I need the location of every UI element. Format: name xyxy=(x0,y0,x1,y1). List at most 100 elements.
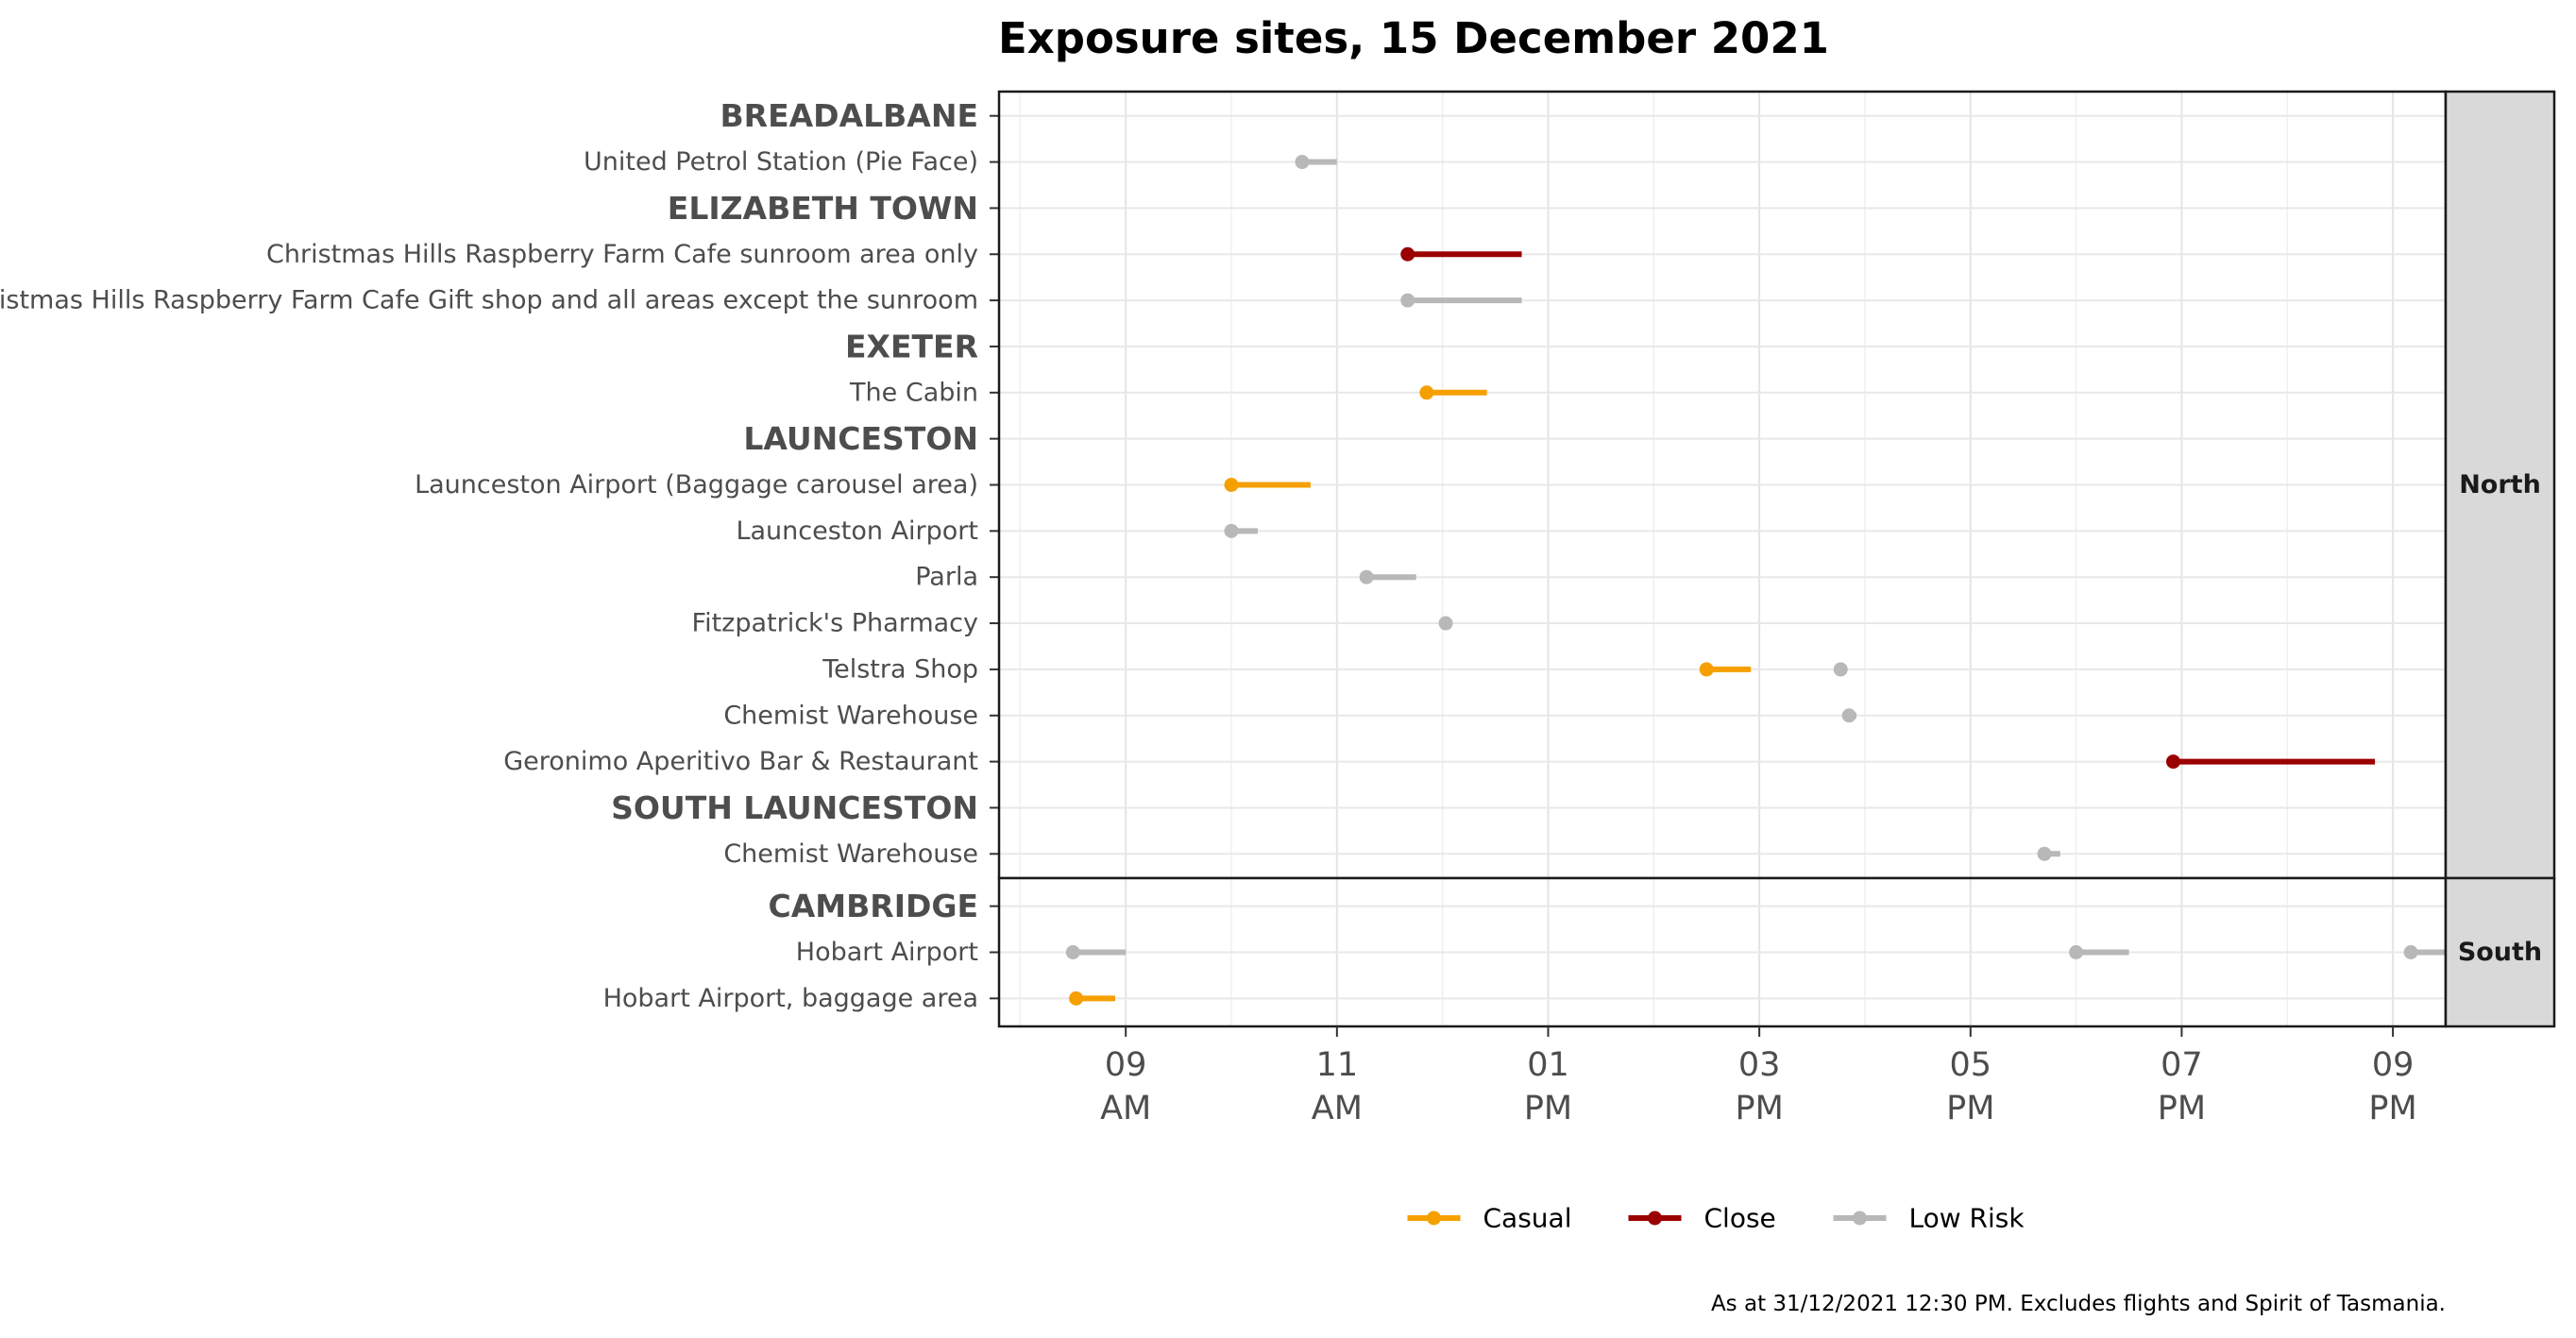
x-tick-label: 09 xyxy=(1105,1046,1147,1084)
exposure-start-point xyxy=(1065,945,1080,959)
exposure-start-point xyxy=(1295,155,1310,170)
site-label: The Cabin xyxy=(849,378,978,407)
exposure-segment xyxy=(2403,945,2446,959)
group-label: CAMBRIDGE xyxy=(769,888,978,924)
facet-strip-label: North xyxy=(2459,470,2541,500)
exposure-start-point xyxy=(1224,478,1239,492)
facet-strip-label: South xyxy=(2458,938,2542,967)
legend-key-point xyxy=(1648,1211,1662,1226)
exposure-start-point xyxy=(2165,754,2180,770)
site-label: Parla xyxy=(915,563,978,592)
site-label: Hobart Airport, baggage area xyxy=(603,984,978,1013)
facet-strip xyxy=(2444,876,2556,1028)
x-tick-label-period: PM xyxy=(2368,1090,2416,1127)
exposure-start-point xyxy=(1400,293,1415,308)
site-row: Chemist Warehouse xyxy=(723,701,1857,730)
site-label: Christmas Hills Raspberry Farm Cafe Gift… xyxy=(0,286,978,315)
legend-item-casual: Casual xyxy=(1407,1203,1572,1234)
exposure-segment xyxy=(1224,523,1258,538)
site-row: Launceston Airport xyxy=(736,517,1258,546)
facet-strip xyxy=(2444,90,2556,880)
group-label: EXETER xyxy=(845,328,978,364)
legend-key-point xyxy=(1853,1211,1867,1226)
site-row: United Petrol Station (Pie Face) xyxy=(584,147,1337,177)
x-tick-label-period: PM xyxy=(2158,1090,2206,1127)
exposure-start-point xyxy=(1224,523,1239,538)
x-tick-label: 09 xyxy=(2372,1046,2415,1084)
exposure-segment xyxy=(1438,616,1453,631)
exposure-segment xyxy=(2165,754,2376,770)
legend: Casual Close Low Risk xyxy=(1407,1203,2025,1234)
group-heading-row: SOUTH LAUNCESTON xyxy=(611,789,999,826)
site-row: Christmas Hills Raspberry Farm Cafe Gift… xyxy=(0,286,1522,315)
site-label: Chemist Warehouse xyxy=(723,839,978,869)
x-tick-label: 03 xyxy=(1738,1046,1781,1084)
legend-label: Low Risk xyxy=(1909,1203,2025,1234)
site-row: Hobart Airport xyxy=(796,938,2446,967)
site-label: Fitzpatrick's Pharmacy xyxy=(692,609,979,638)
exposure-start-point xyxy=(1069,991,1084,1006)
exposure-segment xyxy=(1359,569,1416,584)
x-tick-label-period: PM xyxy=(1946,1090,1994,1127)
x-tick-label-period: AM xyxy=(1312,1090,1363,1127)
exposure-segment xyxy=(1841,708,1857,723)
exposure-start-point xyxy=(1359,569,1374,584)
exposure-segment xyxy=(2037,846,2060,861)
group-heading-row: CAMBRIDGE xyxy=(769,888,999,924)
legend-item-low-risk: Low Risk xyxy=(1833,1203,2025,1234)
exposure-start-point xyxy=(1419,385,1434,400)
site-row: Launceston Airport (Baggage carousel are… xyxy=(415,470,1311,500)
panel-south: CAMBRIDGE Hobart Airport Hobart Airport, b… xyxy=(603,876,2556,1028)
x-tick-label: 01 xyxy=(1527,1046,1569,1084)
exposure-segment xyxy=(1400,293,1522,308)
site-label: Christmas Hills Raspberry Farm Cafe sunr… xyxy=(266,240,978,269)
site-row: Geronimo Aperitivo Bar & Restaurant xyxy=(503,747,2376,776)
x-tick-label: 11 xyxy=(1316,1046,1359,1084)
site-row: Christmas Hills Raspberry Farm Cafe sunr… xyxy=(266,240,1522,269)
site-label: Chemist Warehouse xyxy=(723,701,978,730)
exposure-segment xyxy=(1833,662,1848,677)
site-label: United Petrol Station (Pie Face) xyxy=(584,147,978,177)
site-label: Geronimo Aperitivo Bar & Restaurant xyxy=(503,747,978,776)
group-heading-row: BREADALBANE xyxy=(720,97,999,134)
group-label: ELIZABETH TOWN xyxy=(668,190,978,227)
exposure-segment xyxy=(2069,945,2129,959)
facet-panels: BREADALBANE United Petrol Station (Pie Fa… xyxy=(0,90,2556,1028)
exposure-segment xyxy=(1400,246,1522,262)
site-row: Hobart Airport, baggage area xyxy=(603,984,1116,1013)
site-row: Parla xyxy=(915,563,1416,592)
x-tick-label: 07 xyxy=(2161,1046,2203,1084)
chart-caption: As at 31/12/2021 12:30 PM. Excludes flig… xyxy=(1711,1292,2446,1316)
panel-north: BREADALBANE United Petrol Station (Pie Fa… xyxy=(0,90,2556,880)
group-heading-row: LAUNCESTON xyxy=(743,420,999,457)
exposure-start-point xyxy=(2403,945,2418,959)
chart-title: Exposure sites, 15 December 2021 xyxy=(998,13,1829,63)
legend-item-close: Close xyxy=(1628,1203,1776,1234)
group-label: LAUNCESTON xyxy=(743,420,978,457)
x-tick-label-period: PM xyxy=(1735,1090,1783,1127)
x-tick-label-period: AM xyxy=(1100,1090,1151,1127)
site-row: The Cabin xyxy=(849,378,1487,407)
exposure-start-point xyxy=(2037,846,2052,861)
legend-key-point xyxy=(1427,1211,1441,1226)
group-heading-row: ELIZABETH TOWN xyxy=(668,190,999,227)
exposure-segment xyxy=(1065,945,1127,959)
exposure-start-point xyxy=(1699,662,1714,677)
exposure-start-point xyxy=(1841,708,1856,723)
exposure-start-point xyxy=(1833,662,1848,677)
site-label: Launceston Airport (Baggage carousel are… xyxy=(415,470,978,500)
exposure-segment xyxy=(1699,662,1752,677)
exposure-segment xyxy=(1069,991,1116,1006)
group-heading-row: EXETER xyxy=(845,328,999,364)
site-label: Hobart Airport xyxy=(796,938,978,967)
site-row: Telstra Shop xyxy=(822,654,1848,684)
x-axis: 09 AM 11 AM 01 PM 03 PM 05 PM 07 PM 09 PM xyxy=(1100,1026,2417,1127)
exposure-segment xyxy=(1419,385,1487,400)
exposure-segment xyxy=(1295,155,1337,170)
x-tick-label: 05 xyxy=(1950,1046,1992,1084)
group-label: BREADALBANE xyxy=(720,97,978,134)
legend-label: Casual xyxy=(1483,1203,1572,1234)
site-label: Telstra Shop xyxy=(822,654,978,684)
site-row: Fitzpatrick's Pharmacy xyxy=(692,609,1453,638)
